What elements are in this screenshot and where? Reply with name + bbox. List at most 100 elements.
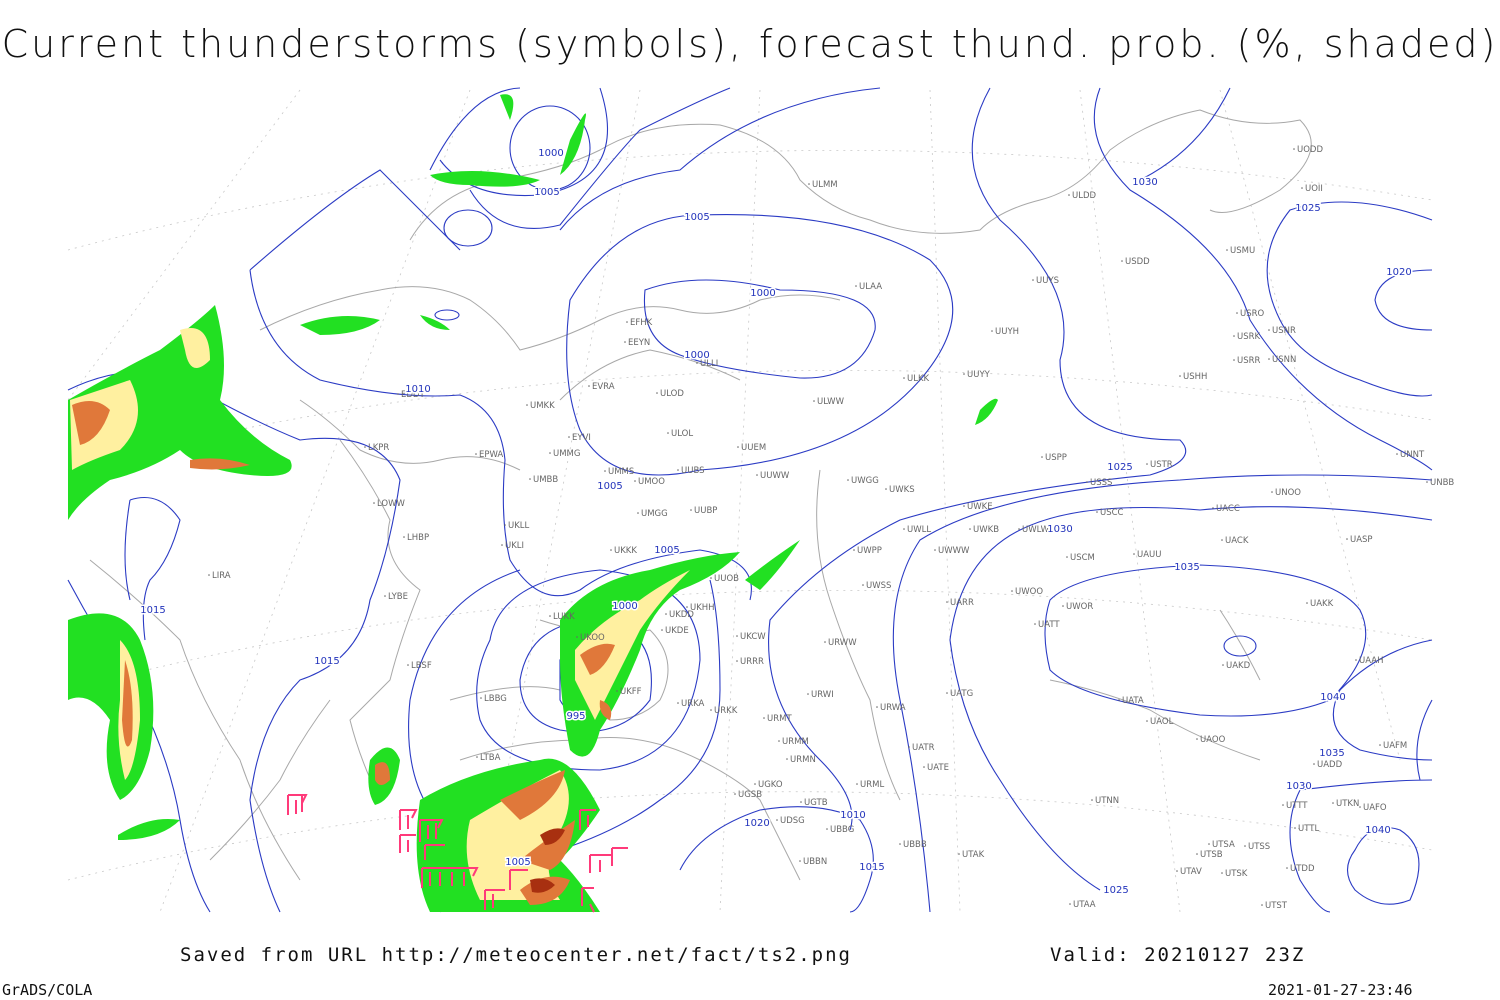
- station-dot: [1346, 538, 1348, 540]
- station-dot: [1261, 904, 1263, 906]
- station-label: UTSK: [1225, 869, 1248, 879]
- station-dot: [710, 709, 712, 711]
- station-dot: [1286, 867, 1288, 869]
- station-dot: [763, 717, 765, 719]
- station-label: UNOO: [1275, 488, 1301, 498]
- station-dot: [1379, 744, 1381, 746]
- station-label: UTSA: [1212, 840, 1235, 850]
- station-dot: [1359, 806, 1361, 808]
- station-dot: [501, 544, 503, 546]
- isobars: [67, 87, 1433, 913]
- station-label: UKCW: [740, 632, 766, 642]
- station-dot: [899, 843, 901, 845]
- station-dot: [588, 385, 590, 387]
- station-label: USRO: [1240, 309, 1265, 319]
- station-dot: [529, 478, 531, 480]
- station-label: UBBN: [803, 857, 827, 867]
- station-dot: [1294, 827, 1296, 829]
- station-dot: [549, 452, 551, 454]
- station-dot: [1066, 556, 1068, 558]
- station-label: UNNT: [1400, 450, 1425, 460]
- station-dot: [480, 697, 482, 699]
- station-label: UAOO: [1200, 735, 1226, 745]
- station-dot: [1233, 359, 1235, 361]
- station-dot: [1041, 456, 1043, 458]
- station-label: UMGG: [641, 509, 668, 519]
- station-label: UUOB: [714, 574, 739, 584]
- station-label: UKHH: [690, 603, 715, 613]
- station-dot: [604, 470, 606, 472]
- station-dot: [616, 690, 618, 692]
- station-label: UUBP: [694, 506, 717, 516]
- map-frame: [67, 89, 1433, 913]
- station-label: UARR: [950, 598, 974, 608]
- station-label: EEYN: [628, 338, 650, 348]
- station-dot: [737, 446, 739, 448]
- station-dot: [397, 393, 399, 395]
- station-dot: [1355, 659, 1357, 661]
- station-dot: [1221, 872, 1223, 874]
- station-dot: [1011, 590, 1013, 592]
- station-label: UTAA: [1073, 900, 1096, 910]
- station-label: USTR: [1150, 460, 1173, 470]
- station-dot: [946, 692, 948, 694]
- station-dot: [1301, 187, 1303, 189]
- source-url: Saved from URL http://meteocenter.net/fa…: [180, 944, 852, 966]
- station-dot: [1426, 481, 1428, 483]
- station-dot: [756, 474, 758, 476]
- station-label: EYVI: [572, 433, 591, 443]
- station-label: UAKD: [1226, 661, 1251, 671]
- station-dot: [208, 574, 210, 576]
- station-label: LBBG: [484, 694, 507, 704]
- isobar-label: 1000: [538, 148, 563, 159]
- isobar-label: 1035: [1174, 562, 1199, 573]
- station-label: URWI: [811, 690, 834, 700]
- station-dot: [847, 479, 849, 481]
- isobar-label: 1005: [684, 212, 709, 223]
- isobar-label: 1010: [405, 384, 430, 395]
- station-label: URMT: [767, 714, 792, 724]
- station-dot: [549, 615, 551, 617]
- isobar-label: 1025: [1107, 462, 1132, 473]
- station-dot: [885, 488, 887, 490]
- station-label: UTSB: [1200, 850, 1223, 860]
- station-dot: [991, 330, 993, 332]
- station-label: URMN: [790, 755, 816, 765]
- station-label: UWLW: [1022, 525, 1050, 535]
- isobar-label: 1030: [1286, 781, 1311, 792]
- station-label: UKFF: [620, 687, 642, 697]
- station-dot: [736, 660, 738, 662]
- station-dot: [526, 404, 528, 406]
- station-label: USNN: [1272, 355, 1296, 365]
- station-label: UATR: [912, 743, 935, 753]
- station-label: UBBB: [903, 840, 927, 850]
- station-label: UTST: [1265, 901, 1288, 911]
- station-label: UTTL: [1298, 824, 1319, 834]
- station-label: UAUU: [1137, 550, 1161, 560]
- station-dot: [856, 783, 858, 785]
- station-dot: [903, 377, 905, 379]
- station-dot: [1313, 763, 1315, 765]
- station-dot: [1118, 699, 1120, 701]
- station-dot: [637, 512, 639, 514]
- station-label: UMOO: [638, 477, 665, 487]
- station-label: UMKK: [530, 401, 555, 411]
- isobar-label: 995: [566, 711, 585, 722]
- station-label: USCM: [1070, 553, 1095, 563]
- station-label: UDSG: [780, 816, 805, 826]
- station-dot: [908, 746, 910, 748]
- station-label: UMMG: [553, 449, 580, 459]
- station-dot: [1226, 249, 1228, 251]
- station-label: UGTB: [804, 798, 828, 808]
- station-label: UGKO: [758, 780, 783, 790]
- station-dot: [690, 509, 692, 511]
- station-label: USNR: [1272, 326, 1296, 336]
- isobar-label: 1015: [140, 605, 165, 616]
- station-dot: [1268, 358, 1270, 360]
- station-label: LHBP: [407, 533, 429, 543]
- station-dot: [799, 860, 801, 862]
- station-label: USDD: [1125, 257, 1150, 267]
- map-title: Current thunderstorms (symbols), forecas…: [2, 22, 1499, 66]
- station-dot: [1133, 553, 1135, 555]
